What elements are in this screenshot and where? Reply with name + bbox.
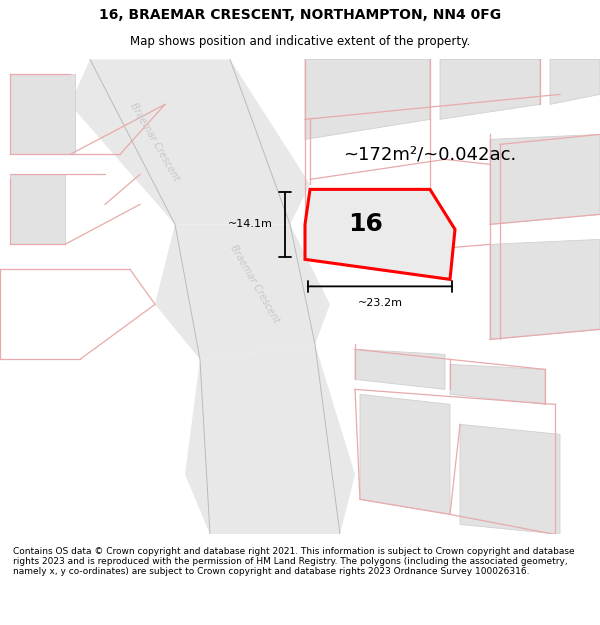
Text: ~14.1m: ~14.1m	[228, 219, 273, 229]
Polygon shape	[155, 224, 330, 359]
Polygon shape	[490, 134, 600, 224]
Polygon shape	[10, 74, 75, 154]
Polygon shape	[360, 394, 450, 514]
Polygon shape	[550, 59, 600, 104]
Polygon shape	[305, 189, 455, 279]
Polygon shape	[10, 174, 65, 244]
Polygon shape	[450, 364, 545, 404]
Polygon shape	[490, 239, 600, 339]
Polygon shape	[440, 59, 540, 119]
Text: Braemar Crescent: Braemar Crescent	[128, 101, 181, 183]
Text: ~23.2m: ~23.2m	[358, 298, 403, 308]
Polygon shape	[185, 344, 355, 534]
Polygon shape	[355, 349, 445, 389]
Text: Map shows position and indicative extent of the property.: Map shows position and indicative extent…	[130, 35, 470, 48]
Text: Braemar Crescent: Braemar Crescent	[229, 244, 281, 325]
Polygon shape	[305, 59, 430, 139]
Text: ~172m²/~0.042ac.: ~172m²/~0.042ac.	[343, 146, 517, 163]
Polygon shape	[460, 424, 560, 534]
Text: 16, BRAEMAR CRESCENT, NORTHAMPTON, NN4 0FG: 16, BRAEMAR CRESCENT, NORTHAMPTON, NN4 0…	[99, 8, 501, 22]
Polygon shape	[70, 59, 310, 224]
Text: Contains OS data © Crown copyright and database right 2021. This information is : Contains OS data © Crown copyright and d…	[13, 546, 575, 576]
Text: 16: 16	[349, 211, 383, 236]
